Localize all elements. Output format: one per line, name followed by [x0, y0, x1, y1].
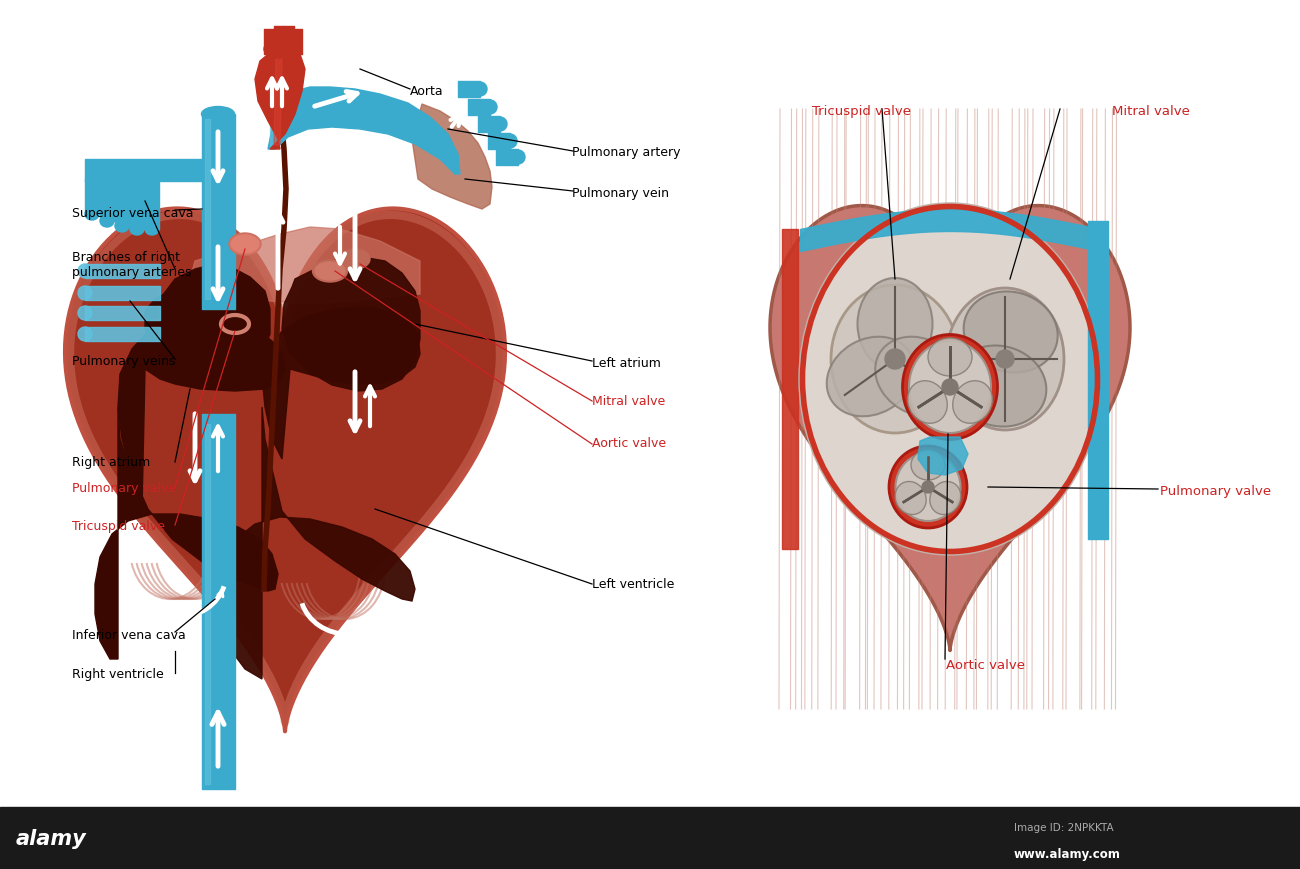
- Circle shape: [885, 349, 905, 369]
- Ellipse shape: [889, 447, 967, 528]
- Text: Left ventricle: Left ventricle: [592, 578, 673, 590]
- Polygon shape: [95, 408, 278, 660]
- Ellipse shape: [114, 221, 129, 233]
- Polygon shape: [146, 265, 270, 381]
- Ellipse shape: [78, 307, 92, 321]
- Ellipse shape: [909, 342, 991, 434]
- Text: Aortic valve: Aortic valve: [592, 437, 666, 449]
- Ellipse shape: [928, 339, 972, 376]
- Ellipse shape: [875, 337, 963, 417]
- Ellipse shape: [946, 289, 1063, 430]
- Ellipse shape: [229, 234, 261, 255]
- Ellipse shape: [100, 216, 114, 228]
- Ellipse shape: [130, 223, 144, 235]
- Circle shape: [996, 350, 1014, 368]
- Ellipse shape: [907, 381, 948, 424]
- Polygon shape: [220, 408, 415, 680]
- Polygon shape: [274, 54, 282, 146]
- Ellipse shape: [511, 151, 525, 165]
- Ellipse shape: [930, 482, 961, 515]
- Text: Branches of right
pulmonary arteries: Branches of right pulmonary arteries: [72, 251, 191, 279]
- Polygon shape: [918, 437, 968, 475]
- Ellipse shape: [473, 83, 488, 96]
- Ellipse shape: [78, 287, 92, 301]
- Text: Left atrium: Left atrium: [592, 357, 660, 369]
- Ellipse shape: [911, 450, 945, 481]
- Ellipse shape: [896, 454, 961, 521]
- Text: Mitral valve: Mitral valve: [592, 395, 664, 408]
- Text: Mitral valve: Mitral valve: [1112, 105, 1190, 117]
- Polygon shape: [255, 50, 306, 149]
- Circle shape: [942, 380, 958, 395]
- Ellipse shape: [902, 335, 997, 440]
- Polygon shape: [282, 258, 420, 392]
- Ellipse shape: [953, 346, 1046, 427]
- Ellipse shape: [312, 261, 347, 282]
- Circle shape: [922, 481, 933, 494]
- Ellipse shape: [146, 223, 159, 235]
- Text: Pulmonary vein: Pulmonary vein: [572, 187, 670, 199]
- Ellipse shape: [963, 292, 1058, 373]
- Text: Pulmonary veins: Pulmonary veins: [72, 355, 176, 367]
- Bar: [0, 807, 1300, 869]
- Ellipse shape: [484, 101, 497, 115]
- Ellipse shape: [78, 328, 92, 342]
- Ellipse shape: [831, 286, 959, 434]
- Text: alamy: alamy: [16, 828, 86, 847]
- Text: Image ID: 2NPKKTA: Image ID: 2NPKKTA: [1014, 822, 1114, 833]
- Ellipse shape: [231, 235, 259, 254]
- Text: Pulmonary artery: Pulmonary artery: [572, 146, 680, 158]
- Ellipse shape: [503, 135, 517, 149]
- Polygon shape: [268, 88, 460, 175]
- Text: Right ventricle: Right ventricle: [72, 667, 164, 680]
- Polygon shape: [770, 206, 1130, 651]
- Text: Right atrium: Right atrium: [72, 456, 150, 468]
- Ellipse shape: [315, 262, 344, 281]
- Ellipse shape: [858, 279, 932, 370]
- Ellipse shape: [827, 337, 915, 417]
- Ellipse shape: [800, 205, 1100, 554]
- Ellipse shape: [84, 209, 99, 221]
- Text: Inferior vena cava: Inferior vena cava: [72, 628, 185, 640]
- Ellipse shape: [78, 265, 92, 279]
- Polygon shape: [783, 229, 798, 549]
- Ellipse shape: [264, 41, 292, 59]
- Polygon shape: [412, 105, 491, 209]
- Text: Pulmonary valve: Pulmonary valve: [72, 482, 176, 494]
- Ellipse shape: [202, 108, 234, 123]
- Polygon shape: [190, 228, 420, 305]
- Text: Pulmonary valve: Pulmonary valve: [1160, 485, 1270, 497]
- Polygon shape: [118, 322, 285, 509]
- Text: Tricuspid valve: Tricuspid valve: [812, 105, 911, 117]
- Text: Aortic valve: Aortic valve: [946, 659, 1026, 671]
- Text: Tricuspid valve: Tricuspid valve: [72, 520, 165, 532]
- Ellipse shape: [896, 482, 926, 515]
- Ellipse shape: [953, 381, 992, 424]
- Polygon shape: [65, 209, 504, 732]
- Polygon shape: [263, 308, 420, 460]
- Text: Superior vena cava: Superior vena cava: [72, 207, 192, 219]
- Ellipse shape: [341, 249, 370, 269]
- Ellipse shape: [493, 118, 507, 132]
- Text: www.alamy.com: www.alamy.com: [1014, 847, 1121, 859]
- Text: Aorta: Aorta: [410, 85, 443, 97]
